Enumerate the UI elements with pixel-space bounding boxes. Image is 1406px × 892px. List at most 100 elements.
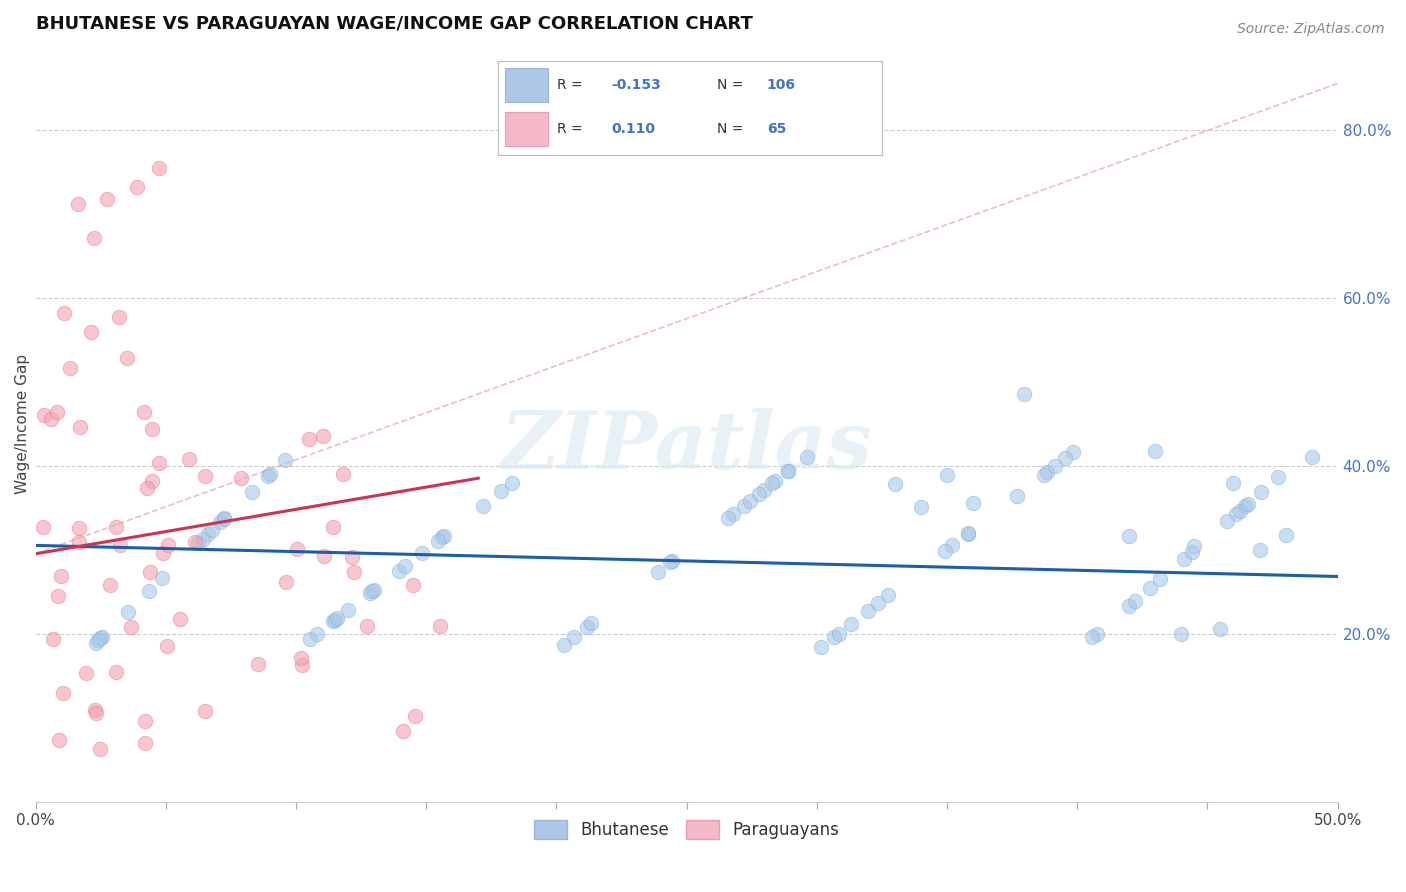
Point [1184,540,1206,554]
Point [1139,581,1161,595]
Point [45,405,67,419]
Point [934,544,956,558]
Point [66,197,89,211]
Point [910,500,932,514]
Point [152,546,174,560]
Point [108,538,131,552]
Point [141,421,163,435]
Point [359,586,381,600]
Point [576,619,599,633]
Point [120,620,142,634]
Point [1085,626,1108,640]
Point [156,639,179,653]
Point [877,588,900,602]
Point [1209,622,1232,636]
Point [1036,465,1059,479]
Point [194,704,217,718]
Point [148,161,170,175]
Text: ZIPatlas: ZIPatlas [501,408,873,485]
Point [323,613,346,627]
Point [1267,470,1289,484]
Point [177,451,200,466]
Point [274,574,297,589]
Point [721,507,744,521]
Point [105,665,128,679]
Point [138,584,160,599]
Point [1274,528,1296,542]
Point [148,456,170,470]
Point [32,408,55,422]
Point [884,477,907,491]
Point [229,471,252,485]
Point [194,469,217,483]
Point [363,583,385,598]
Point [432,530,454,544]
Point [426,533,449,548]
Point [32,520,55,534]
Point [411,546,433,560]
Point [290,651,312,665]
Point [810,640,832,655]
Point [553,638,575,652]
Point [647,565,669,579]
Point [581,616,603,631]
Point [1005,489,1028,503]
Point [46,590,69,604]
Point [100,577,122,591]
Point [1032,467,1054,482]
Point [343,565,366,579]
Point [748,487,770,501]
Point [89,742,111,756]
Point [69,534,91,549]
Point [1118,599,1140,613]
Point [117,605,139,619]
Point [84,703,107,717]
Point [661,554,683,568]
Point [1045,458,1067,473]
Point [197,527,219,541]
Point [562,630,585,644]
Point [1225,507,1247,521]
Point [273,452,295,467]
Point [1229,504,1251,518]
Point [433,529,456,543]
Point [212,512,235,526]
Point [322,615,344,629]
Point [858,604,880,618]
Point [1062,445,1084,459]
Point [1222,475,1244,490]
Point [776,465,799,479]
Point [394,559,416,574]
Point [1118,528,1140,542]
Point [156,538,179,552]
Point [1250,485,1272,500]
Point [117,351,139,365]
Point [1054,450,1077,465]
Point [75,665,97,680]
Point [1081,631,1104,645]
Point [214,511,236,525]
Point [1249,543,1271,558]
Point [307,627,329,641]
Point [763,475,786,489]
Point [134,736,156,750]
Point [941,538,963,552]
Point [49,568,72,582]
Point [259,467,281,481]
Point [191,532,214,546]
Point [1173,552,1195,566]
Point [868,596,890,610]
Text: Source: ZipAtlas.com: Source: ZipAtlas.com [1237,22,1385,37]
Point [796,450,818,464]
Point [472,499,495,513]
Point [125,180,148,194]
Point [429,619,451,633]
Point [247,657,270,671]
Point [1170,627,1192,641]
Point [356,619,378,633]
Point [936,467,959,482]
Point [135,481,157,495]
Point [312,429,335,443]
Point [717,510,740,524]
Point [139,565,162,579]
